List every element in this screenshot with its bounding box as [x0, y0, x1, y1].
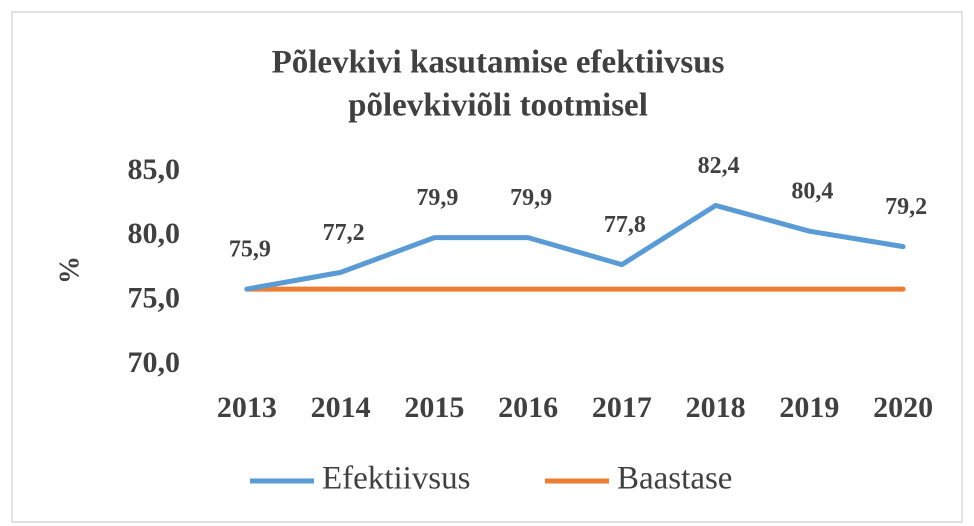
legend-label: Efektiivsus	[322, 461, 470, 497]
x-tick-label: 2019	[779, 391, 839, 424]
x-tick-label: 2015	[404, 391, 464, 424]
data-label: 77,8	[604, 212, 646, 238]
x-tick-label: 2014	[311, 391, 371, 424]
data-label: 79,9	[416, 185, 458, 211]
chart-title: põlevkiviõli tootmisel	[348, 88, 648, 124]
x-tick-label: 2018	[686, 391, 746, 424]
y-axis-label: %	[54, 256, 85, 284]
data-label: 80,4	[791, 179, 833, 205]
legend-label: Baastase	[617, 461, 732, 497]
data-label: 79,2	[885, 194, 927, 220]
y-tick-label: 70,0	[128, 346, 181, 379]
series-line	[244, 202, 906, 292]
x-tick-label: 2013	[217, 391, 277, 424]
x-tick-label: 2020	[873, 391, 933, 424]
y-tick-label: 75,0	[128, 282, 181, 315]
y-tick-label: 80,0	[128, 217, 181, 250]
data-label: 79,9	[510, 185, 552, 211]
data-label: 75,9	[229, 237, 271, 263]
data-label: 82,4	[698, 153, 740, 179]
x-tick-label: 2017	[592, 391, 652, 424]
chart-border	[11, 11, 963, 523]
data-label: 77,2	[323, 220, 365, 246]
y-tick-label: 85,0	[128, 153, 181, 186]
chart-title: Põlevkivi kasutamise efektiivsus	[272, 45, 725, 81]
x-tick-label: 2016	[498, 391, 558, 424]
